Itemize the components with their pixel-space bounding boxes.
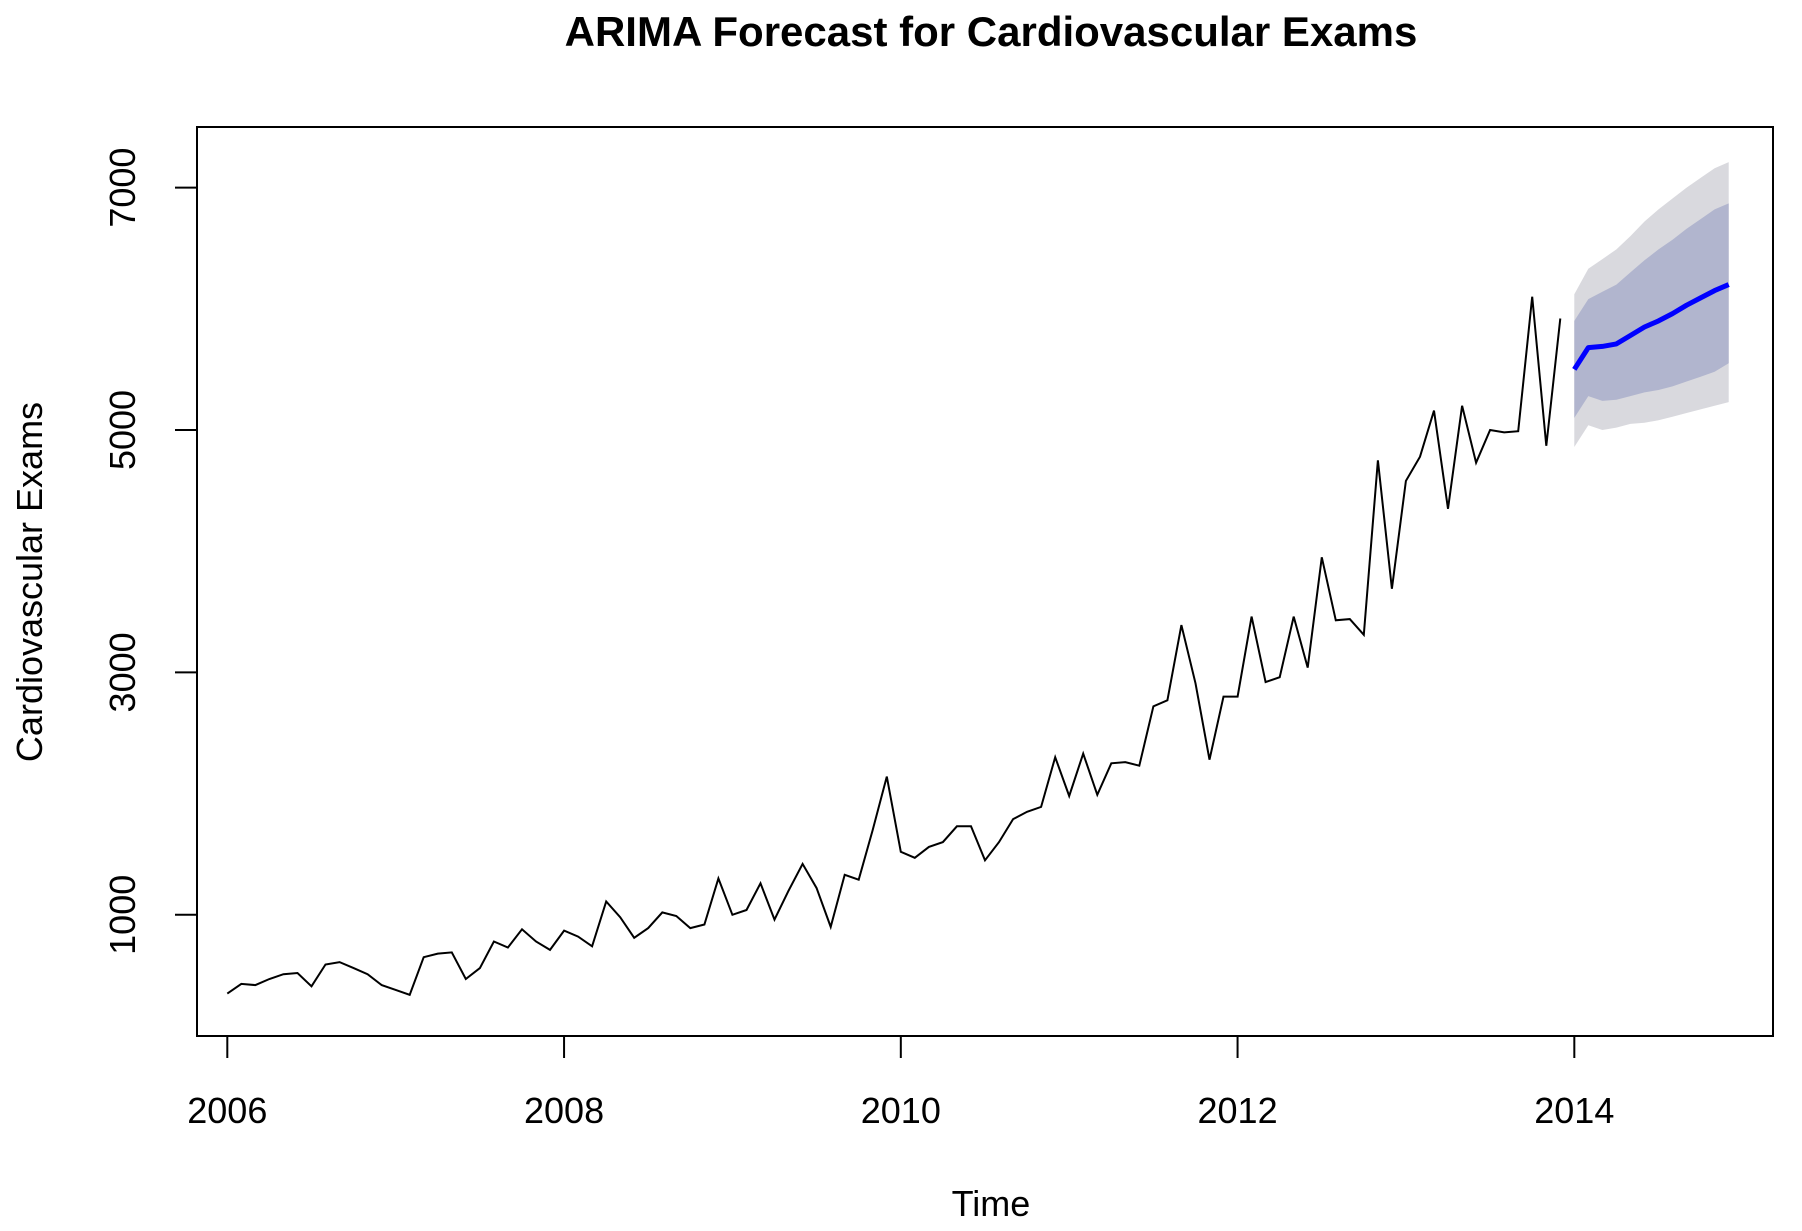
x-tick-label: 2014: [1534, 1090, 1614, 1131]
x-axis-label: Time: [952, 1183, 1031, 1224]
y-tick-label: 5000: [102, 390, 143, 470]
chart-title: ARIMA Forecast for Cardiovascular Exams: [565, 8, 1418, 55]
x-tick-label: 2008: [524, 1090, 604, 1131]
x-tick-label: 2010: [861, 1090, 941, 1131]
y-tick-label: 1000: [102, 875, 143, 955]
observed-series-line: [226, 296, 1562, 997]
y-axis-label: Cardiovascular Exams: [9, 402, 50, 762]
y-tick-label: 7000: [102, 148, 143, 228]
x-tick-label: 2012: [1198, 1090, 1278, 1131]
x-tick-label: 2006: [187, 1090, 267, 1131]
forecast-mean-line: [1572, 282, 1730, 371]
plot-layer: 2006 2008 2010 2012 2014 1000 3000 5000 7000: [102, 126, 1774, 1131]
y-tick-label: 3000: [102, 632, 143, 712]
plot-frame: [196, 126, 1774, 1037]
forecast-interval-80: [1574, 203, 1729, 418]
